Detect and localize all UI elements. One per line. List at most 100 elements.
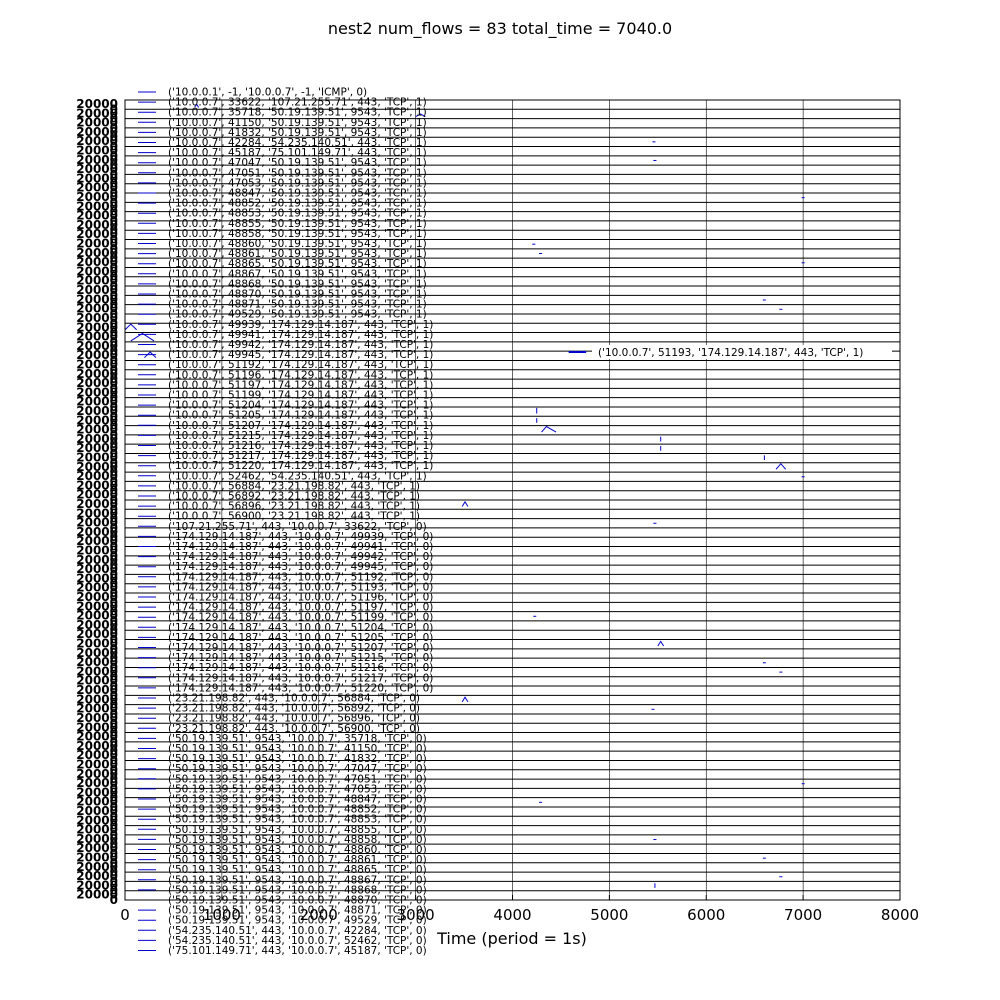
legend-entry: ('50.19.139.51', 9543, '10.0.0.7', 47053… [168, 783, 427, 795]
y-tick-label: 20000 [76, 116, 118, 130]
legend-entry: ('107.21.255.71', 443, '10.0.0.7', 33622… [168, 521, 427, 533]
legend-entry: ('174.129.14.187', 443, '10.0.0.7', 5121… [168, 672, 433, 684]
y-tick-label: 0 [110, 391, 118, 405]
y-tick-labels: 0200000200000200000200000200000200000200… [76, 97, 118, 907]
y-tick-label: 20000 [76, 237, 118, 251]
legend-entry: ('10.0.0.7', 49945, '174.129.14.187', 44… [168, 349, 433, 361]
y-tick-label: 0 [110, 298, 118, 312]
y-tick-label: 20000 [76, 637, 118, 651]
y-tick-label: 20000 [76, 395, 118, 409]
legend-entry: ('50.19.139.51', 9543, '10.0.0.7', 47047… [168, 763, 427, 775]
y-tick-label: 0 [110, 828, 118, 842]
legend-entry: ('10.0.0.7', 51220, '174.129.14.187', 44… [168, 460, 433, 472]
legend-entry: ('10.0.0.7', 49942, '174.129.14.187', 44… [168, 339, 433, 351]
y-tick-label: 0 [110, 307, 118, 321]
y-tick-label: 0 [110, 353, 118, 367]
y-tick-label: 0 [110, 698, 118, 712]
legend-entry: ('174.129.14.187', 443, '10.0.0.7', 4993… [168, 531, 433, 543]
legend-entry: ('174.129.14.187', 443, '10.0.0.7', 5119… [168, 571, 433, 583]
y-tick-label: 0 [110, 121, 118, 135]
legend-entry: ('10.0.0.7', 48871, '50.19.139.51', 9543… [168, 299, 427, 311]
y-tick-label: 20000 [76, 413, 118, 427]
y-tick-label: 20000 [76, 757, 118, 771]
legend-entry: ('10.0.0.7', 47053, '50.19.139.51', 9543… [168, 177, 427, 189]
y-tick-label: 0 [110, 158, 118, 172]
y-tick-label: 0 [110, 884, 118, 898]
y-tick-label: 20000 [76, 292, 118, 306]
y-tick-label: 20000 [76, 748, 118, 762]
legend-entry: ('10.0.0.7', 48855, '50.19.139.51', 9543… [168, 218, 427, 230]
y-tick-label: 20000 [76, 860, 118, 874]
y-tick-label: 20000 [76, 813, 118, 827]
legend-entry: ('10.0.0.7', 35718, '50.19.139.51', 9543… [168, 107, 427, 119]
y-tick-label: 20000 [76, 274, 118, 288]
y-tick-label: 0 [110, 856, 118, 870]
legend-entry: ('10.0.0.7', 49529, '50.19.139.51', 9543… [168, 309, 427, 321]
legend-entry: ('174.129.14.187', 443, '10.0.0.7', 5121… [168, 662, 433, 674]
legend-entry: ('174.129.14.187', 443, '10.0.0.7', 4994… [168, 541, 433, 553]
y-tick-label: 20000 [76, 795, 118, 809]
y-tick-label: 0 [110, 549, 118, 563]
y-tick-label: 20000 [76, 618, 118, 632]
y-tick-label: 0 [110, 233, 118, 247]
y-tick-label: 0 [110, 437, 118, 451]
legend-entry: ('50.19.139.51', 9543, '10.0.0.7', 48853… [168, 814, 427, 826]
legend-entry: ('50.19.139.51', 9543, '10.0.0.7', 48861… [168, 854, 427, 866]
y-tick-label: 0 [110, 763, 118, 777]
legend-entry: ('10.0.0.7', 51199, '174.129.14.187', 44… [168, 390, 433, 402]
legend-entry: ('10.0.0.7', 51205, '174.129.14.187', 44… [168, 410, 433, 422]
y-tick-label: 20000 [76, 199, 118, 213]
y-tick-label: 0 [110, 112, 118, 126]
legend-entry: ('50.19.139.51', 9543, '10.0.0.7', 47051… [168, 773, 427, 785]
y-tick-label: 20000 [76, 320, 118, 334]
y-tick-label: 0 [110, 512, 118, 526]
series-lines [124, 103, 805, 888]
y-tick-label: 0 [110, 716, 118, 730]
legend-entry: ('10.0.0.7', 41150, '50.19.139.51', 9543… [168, 117, 427, 129]
y-tick-label: 20000 [76, 720, 118, 734]
series-line [461, 500, 469, 507]
x-tick-label: 7000 [784, 906, 822, 924]
y-tick-label: 0 [110, 381, 118, 395]
y-tick-label: 20000 [76, 125, 118, 139]
legend-entry: ('10.0.0.7', 51217, '174.129.14.187', 44… [168, 450, 433, 462]
y-tick-label: 20000 [76, 590, 118, 604]
y-tick-label: 20000 [76, 516, 118, 530]
legend-entry: ('10.0.0.7', 51216, '174.129.14.187', 44… [168, 440, 433, 452]
legend-entry: ('50.19.139.51', 9543, '10.0.0.7', 48868… [168, 884, 427, 896]
y-tick-label: 0 [110, 679, 118, 693]
series-line [124, 323, 137, 331]
legend-entry: ('50.19.139.51', 9543, '10.0.0.7', 48855… [168, 824, 427, 836]
y-tick-label: 20000 [76, 581, 118, 595]
legend-entry: ('10.0.0.7', 51197, '174.129.14.187', 44… [168, 379, 433, 391]
y-tick-label: 20000 [76, 144, 118, 158]
y-tick-label: 0 [110, 242, 118, 256]
y-tick-label: 0 [110, 800, 118, 814]
y-tick-label: 0 [110, 809, 118, 823]
y-tick-label: 20000 [76, 385, 118, 399]
y-tick-label: 0 [110, 419, 118, 433]
y-tick-label: 0 [110, 251, 118, 265]
y-tick-label: 20000 [76, 869, 118, 883]
series-line [144, 351, 157, 359]
y-tick-label: 0 [110, 837, 118, 851]
y-tick-label: 20000 [76, 739, 118, 753]
x-tick-label: 1000 [203, 906, 241, 924]
legend: ('10.0.0.1', -1, '10.0.0.7', -1, 'ICMP',… [138, 87, 433, 957]
y-tick-label: 0 [110, 772, 118, 786]
y-tick-label: 0 [110, 344, 118, 358]
y-tick-label: 20000 [76, 171, 118, 185]
y-tick-label: 20000 [76, 534, 118, 548]
y-tick-label: 0 [110, 623, 118, 637]
legend-entry: ('10.0.0.7', 48870, '50.19.139.51', 9543… [168, 289, 427, 301]
legend-entry: ('10.0.0.7', 48868, '50.19.139.51', 9543… [168, 278, 427, 290]
legend-entry: ('10.0.0.7', 47047, '50.19.139.51', 9543… [168, 157, 427, 169]
y-tick-label: 20000 [76, 469, 118, 483]
chart-title: nest2 num_flows = 83 total_time = 7040.0 [328, 19, 672, 39]
legend-entry: ('10.0.0.7', 56896, '23.21.198.82', 443,… [168, 501, 420, 513]
y-tick-label: 0 [110, 521, 118, 535]
y-tick-label: 0 [110, 326, 118, 340]
y-tick-label: 20000 [76, 571, 118, 585]
legend-entry: ('50.19.139.51', 9543, '10.0.0.7', 48847… [168, 794, 427, 806]
y-tick-label: 20000 [76, 646, 118, 660]
